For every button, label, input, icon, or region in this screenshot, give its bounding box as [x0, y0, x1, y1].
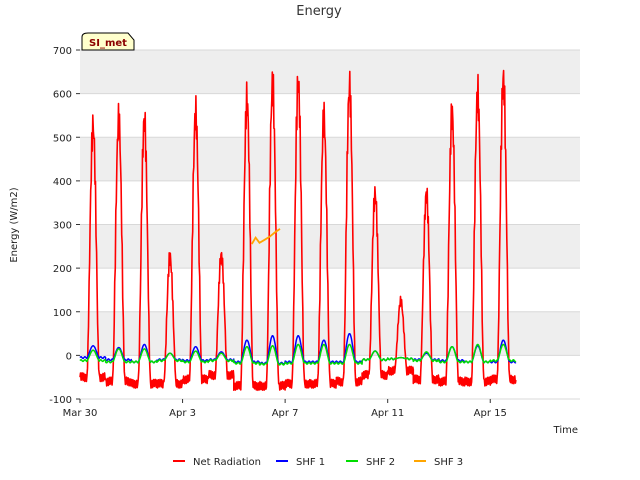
axes: -100 0 100 200 300 400 500 600 700 Mar 30 Apr 3 Apr… [49, 46, 507, 419]
legend-label: Net Radiation [193, 457, 261, 468]
legend-item-shf-2: SHF 2 [346, 457, 395, 468]
series-line-shf-3 [251, 228, 281, 245]
y-tick-label: 100 [53, 308, 72, 319]
y-tick-label: 300 [53, 221, 72, 232]
series-layer [79, 69, 517, 392]
band-400 [80, 137, 580, 181]
band-600 [80, 50, 580, 94]
y-tick-label: 200 [53, 264, 72, 275]
site-label: SI_met [89, 38, 127, 49]
series-line-net-radiation [79, 69, 517, 392]
site-label-box: SI_met [81, 32, 135, 51]
x-tick-label: Mar 30 [63, 408, 98, 419]
legend-label: SHF 1 [296, 457, 325, 468]
legend: Net Radiation SHF 1 SHF 2 SHF 3 [173, 457, 463, 468]
chart-title: Energy [296, 4, 342, 19]
x-tick-label: Apr 7 [272, 408, 299, 419]
band-0 [80, 311, 580, 356]
legend-item-shf-1: SHF 1 [276, 457, 325, 468]
legend-label: SHF 3 [434, 457, 463, 468]
legend-item-shf-3: SHF 3 [414, 457, 463, 468]
y-tick-label: 700 [53, 46, 72, 57]
y-tick-label: 500 [53, 133, 72, 144]
y-tick-label: 400 [53, 177, 72, 188]
x-tick-label: Apr 3 [169, 408, 196, 419]
y-tick-label: 600 [53, 90, 72, 101]
x-tick-label: Apr 15 [474, 408, 507, 419]
series-line-shf-2 [79, 343, 517, 366]
y-tick-label: 0 [66, 351, 72, 362]
y-axis-title: Energy (W/m2) [9, 187, 20, 262]
x-axis-title: Time [553, 425, 578, 436]
y-tick-label: -100 [49, 395, 72, 406]
legend-item-net-radiation: Net Radiation [173, 457, 261, 468]
x-tick-label: Apr 11 [371, 408, 404, 419]
band-200 [80, 224, 580, 269]
legend-label: SHF 2 [366, 457, 395, 468]
gridlines [80, 49, 580, 400]
